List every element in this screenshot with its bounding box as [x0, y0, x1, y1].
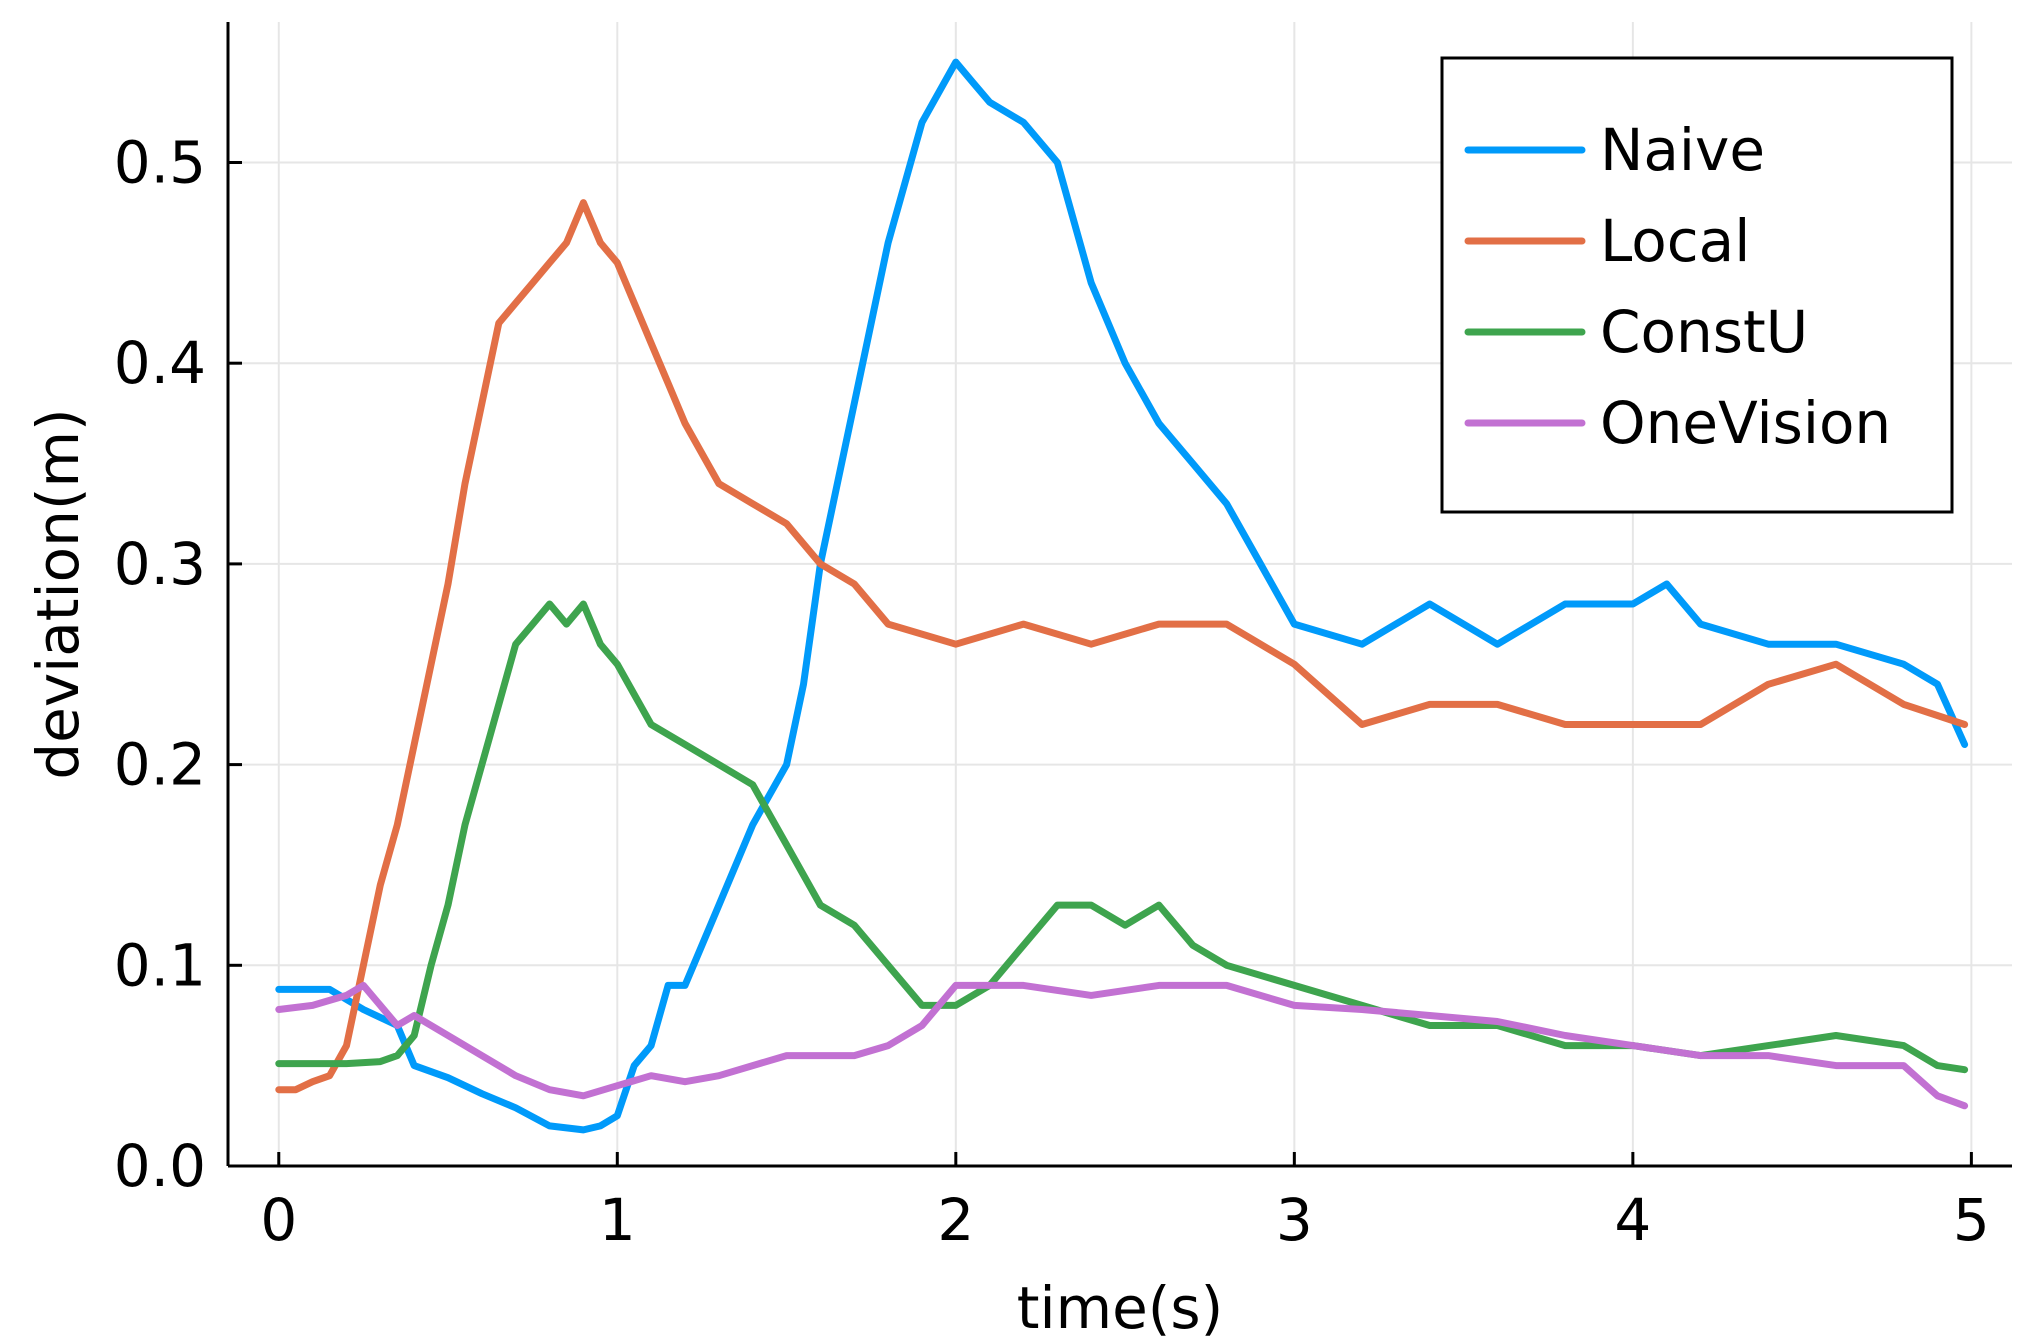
legend-label-constu: ConstU: [1600, 298, 1808, 366]
x-tick-label: 3: [1276, 1186, 1313, 1254]
legend-label-local: Local: [1600, 207, 1750, 275]
x-tick-label: 0: [260, 1186, 297, 1254]
y-tick-label: 0.0: [114, 1132, 206, 1200]
y-tick-label: 0.4: [114, 329, 206, 397]
y-tick-label: 0.1: [114, 931, 206, 999]
series-line-constu: [275, 600, 1969, 1074]
axes: [226, 22, 2012, 1168]
x-tick-label: 1: [599, 1186, 636, 1254]
legend-label-onevision: OneVision: [1600, 389, 1891, 457]
legend-box: [1440, 56, 1954, 514]
y-axis-label: deviation(m): [24, 408, 92, 779]
series-line-local: [275, 199, 1969, 1094]
x-tick-label: 4: [1614, 1186, 1651, 1254]
y-tick-label: 0.3: [114, 530, 206, 598]
legend-label-naive: Naive: [1600, 116, 1765, 184]
series-line-onevision: [275, 981, 1969, 1110]
y-tick-label: 0.5: [114, 128, 206, 196]
x-tick-label: 5: [1953, 1186, 1990, 1254]
x-axis-label: time(s): [1017, 1274, 1224, 1340]
series-lines: [275, 58, 1969, 1134]
x-tick-label: 2: [937, 1186, 974, 1254]
y-tick-label: 0.2: [114, 731, 206, 799]
series-line-naive: [275, 58, 1969, 1134]
legend: Naive Local ConstU OneVision: [1440, 56, 1954, 514]
tick-marks-and-labels: 0 1 2 3 4 5 0.0 0.1 0.2 0.3 0.4 0.5: [114, 128, 1990, 1254]
